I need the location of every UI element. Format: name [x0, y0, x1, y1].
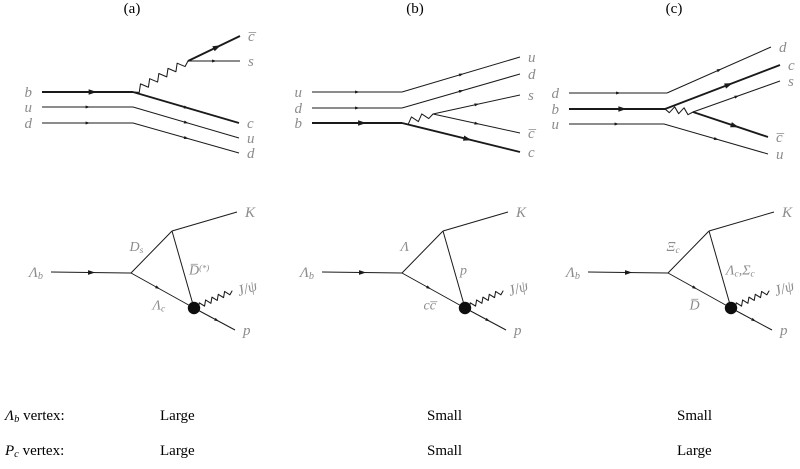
svg-text:cc̅: cc̅ — [424, 299, 439, 314]
svg-text:K: K — [515, 205, 527, 221]
svg-text:Large: Large — [160, 408, 195, 424]
svg-text:d: d — [247, 146, 255, 162]
svg-text:d: d — [295, 101, 303, 117]
svg-text:p: p — [779, 323, 788, 339]
svg-text:D̅: D̅ — [689, 298, 700, 313]
svg-text:b: b — [25, 85, 33, 101]
svg-text:u: u — [295, 85, 303, 101]
svg-text:d: d — [552, 86, 560, 102]
svg-text:u: u — [776, 147, 784, 163]
svg-text:s: s — [528, 88, 534, 104]
svg-text:Λb vertex:: Λb vertex: — [3, 408, 65, 425]
svg-text:b: b — [552, 102, 560, 118]
svg-text:d: d — [779, 40, 787, 56]
svg-text:d: d — [528, 67, 536, 83]
svg-text:b: b — [295, 116, 303, 132]
svg-text:c: c — [247, 116, 254, 132]
svg-text:p: p — [459, 264, 467, 279]
svg-text:u: u — [25, 100, 33, 116]
svg-text:d: d — [25, 116, 33, 132]
svg-text:p: p — [513, 323, 522, 339]
svg-text:Large: Large — [160, 443, 195, 459]
svg-text:s: s — [248, 54, 254, 70]
svg-text:Small: Small — [427, 408, 462, 424]
svg-text:Large: Large — [677, 443, 712, 459]
svg-text:s: s — [788, 74, 794, 90]
svg-text:c: c — [788, 58, 795, 74]
svg-text:u: u — [247, 131, 255, 147]
svg-text:(a): (a) — [124, 1, 141, 17]
svg-text:p: p — [242, 323, 251, 339]
svg-text:Small: Small — [427, 443, 462, 459]
svg-text:Pc vertex:: Pc vertex: — [4, 443, 64, 460]
svg-text:u: u — [528, 50, 536, 66]
svg-text:K: K — [781, 205, 793, 221]
svg-text:c: c — [528, 145, 535, 161]
svg-text:Λ: Λ — [399, 240, 410, 255]
svg-text:(b): (b) — [406, 1, 424, 17]
svg-text:K: K — [244, 205, 256, 221]
svg-text:(c): (c) — [666, 1, 683, 17]
svg-text:Small: Small — [677, 408, 712, 424]
svg-text:u: u — [552, 117, 560, 133]
